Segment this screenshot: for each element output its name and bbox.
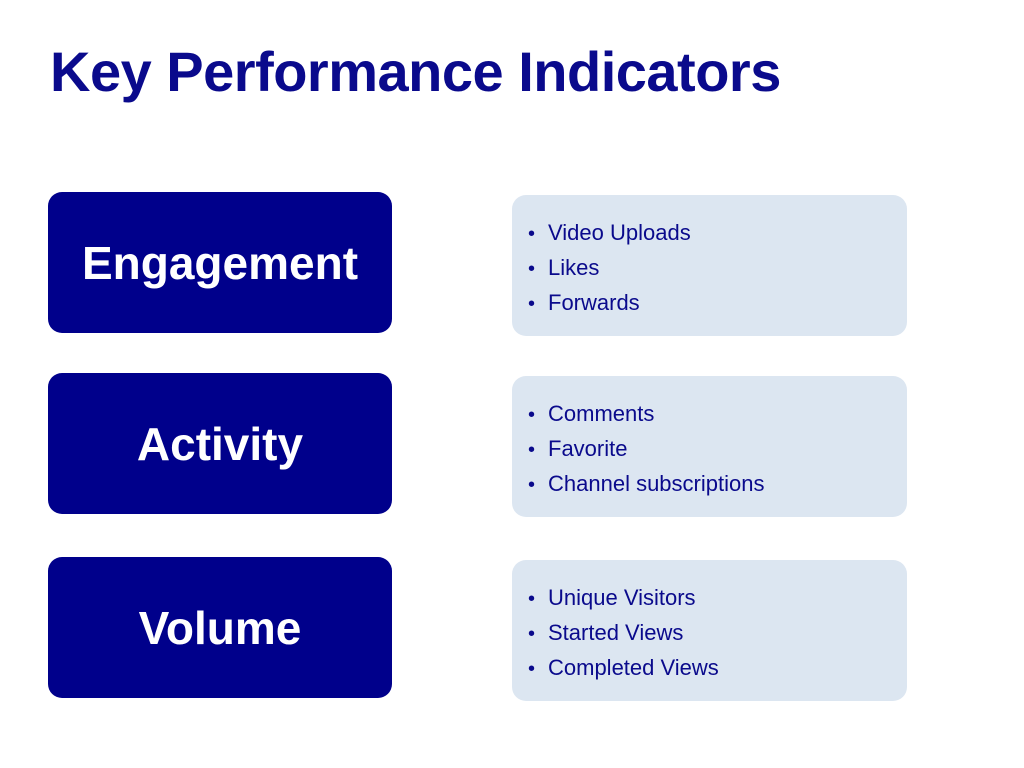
category-box-activity: Activity (48, 373, 392, 514)
list-item: • Favorite (528, 432, 907, 467)
category-box-volume: Volume (48, 557, 392, 698)
bullet-icon: • (528, 404, 536, 426)
bullet-icon: • (528, 293, 536, 315)
detail-list: • Comments • Favorite • Channel subscriptio… (528, 397, 907, 502)
list-item: • Forwards (528, 286, 907, 321)
list-item: • Unique Visitors (528, 581, 907, 616)
bullet-icon: • (528, 258, 536, 280)
category-box-engagement: Engagement (48, 192, 392, 333)
detail-panel-activity: • Comments • Favorite • Channel subscriptio… (512, 376, 907, 517)
bullet-icon: • (528, 623, 536, 645)
list-item-text: Likes (548, 255, 600, 280)
list-item-text: Started Views (548, 620, 684, 645)
bullet-icon: • (528, 439, 536, 461)
category-label: Volume (138, 601, 302, 654)
list-item-text: Favorite (548, 436, 628, 461)
detail-panel-engagement: • Video Uploads • Likes • Forwards (512, 195, 907, 336)
detail-panel-volume: • Unique Visitors • Started Views • Complet… (512, 560, 907, 701)
category-label: Engagement (81, 236, 359, 289)
list-item-text: Channel subscriptions (548, 471, 765, 496)
list-item-text: Unique Visitors (548, 585, 696, 610)
bullet-icon: • (528, 223, 536, 245)
bullet-icon: • (528, 588, 536, 610)
list-item: • Channel subscriptions (528, 467, 907, 502)
list-item-text: Comments (548, 401, 655, 426)
list-item: • Started Views (528, 616, 907, 651)
bullet-icon: • (528, 658, 536, 680)
list-item: • Completed Views (528, 651, 907, 686)
list-item: • Likes (528, 251, 907, 286)
list-item: • Video Uploads (528, 216, 907, 251)
list-item-text: Forwards (548, 290, 640, 315)
detail-list: • Unique Visitors • Started Views • Complet… (528, 581, 907, 686)
list-item-text: Completed Views (548, 655, 719, 680)
list-item: • Comments (528, 397, 907, 432)
detail-list: • Video Uploads • Likes • Forwards (528, 216, 907, 321)
bullet-icon: • (528, 474, 536, 496)
list-item-text: Video Uploads (548, 220, 691, 245)
category-label: Activity (136, 417, 304, 470)
slide-title: Key Performance Indicators (50, 40, 781, 103)
